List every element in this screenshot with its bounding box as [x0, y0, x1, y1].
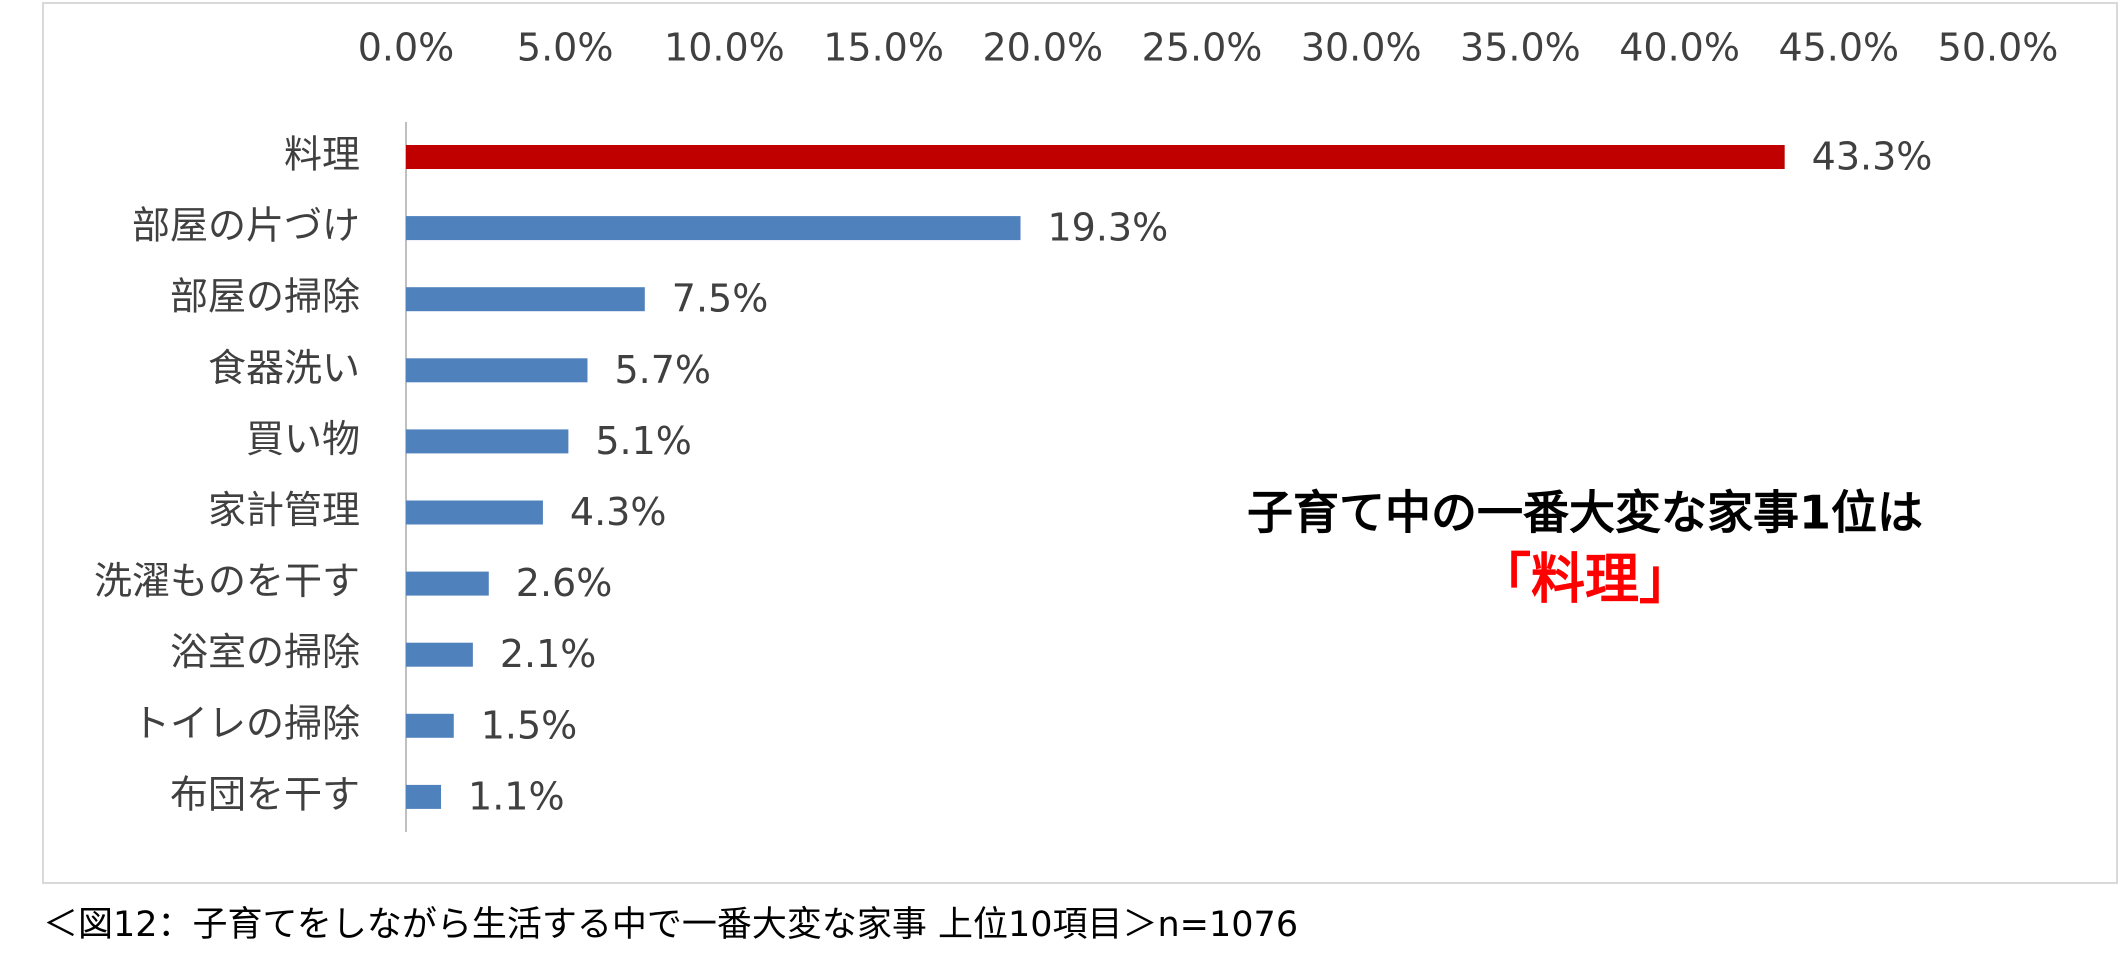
- value-label: 2.1%: [500, 632, 597, 676]
- x-tick-label: 40.0%: [1619, 26, 1740, 70]
- x-tick-label: 35.0%: [1460, 26, 1581, 70]
- x-tick-label: 50.0%: [1938, 26, 2059, 70]
- annotation-highlight: 「料理」: [1477, 548, 1693, 611]
- value-label: 1.5%: [481, 703, 578, 747]
- x-tick-label: 25.0%: [1142, 26, 1263, 70]
- bar: [406, 429, 569, 454]
- value-label: 4.3%: [570, 490, 667, 534]
- annotation: 子育て中の一番大変な家事1位は: [1247, 486, 1923, 540]
- y-tick-label: 料理: [284, 133, 360, 177]
- x-tick-label: 15.0%: [823, 26, 944, 70]
- caption: ＜図12：子育てをしながら生活する中で一番大変な家事 上位10項目＞n=1076: [43, 905, 1298, 945]
- bar: [406, 784, 442, 809]
- value-label: 5.1%: [595, 419, 692, 463]
- bar: [406, 216, 1021, 241]
- value-label: 43.3%: [1812, 135, 1933, 179]
- x-tick-label: 30.0%: [1301, 26, 1422, 70]
- x-tick-label: 0.0%: [358, 26, 455, 70]
- x-tick-label: 20.0%: [982, 26, 1103, 70]
- bar: [406, 287, 645, 312]
- y-tick-label: 部屋の掃除: [170, 275, 360, 319]
- value-label: 7.5%: [672, 277, 769, 321]
- bar: [406, 713, 454, 738]
- value-label: 19.3%: [1048, 206, 1169, 250]
- bar: [406, 145, 1785, 169]
- bar: [406, 571, 489, 596]
- bar: [406, 642, 473, 667]
- y-tick-label: 浴室の掃除: [170, 630, 360, 674]
- value-label: 2.6%: [516, 561, 613, 605]
- value-label: 5.7%: [614, 348, 711, 392]
- y-tick-label: トイレの掃除: [132, 701, 360, 745]
- chart-frame: [42, 2, 2118, 884]
- bar: [406, 500, 543, 525]
- y-tick-label: 部屋の片づけ: [132, 204, 360, 248]
- y-tick-label: 家計管理: [208, 488, 360, 532]
- x-tick-label: 5.0%: [517, 26, 614, 70]
- x-tick-label: 10.0%: [664, 26, 785, 70]
- x-tick-label: 45.0%: [1778, 26, 1899, 70]
- y-tick-label: 買い物: [246, 417, 360, 461]
- value-label: 1.1%: [468, 774, 565, 818]
- y-tick-label: 布団を干す: [170, 772, 360, 816]
- bar: [406, 358, 588, 383]
- y-tick-label: 洗濯ものを干す: [94, 559, 360, 603]
- y-tick-label: 食器洗い: [208, 346, 360, 390]
